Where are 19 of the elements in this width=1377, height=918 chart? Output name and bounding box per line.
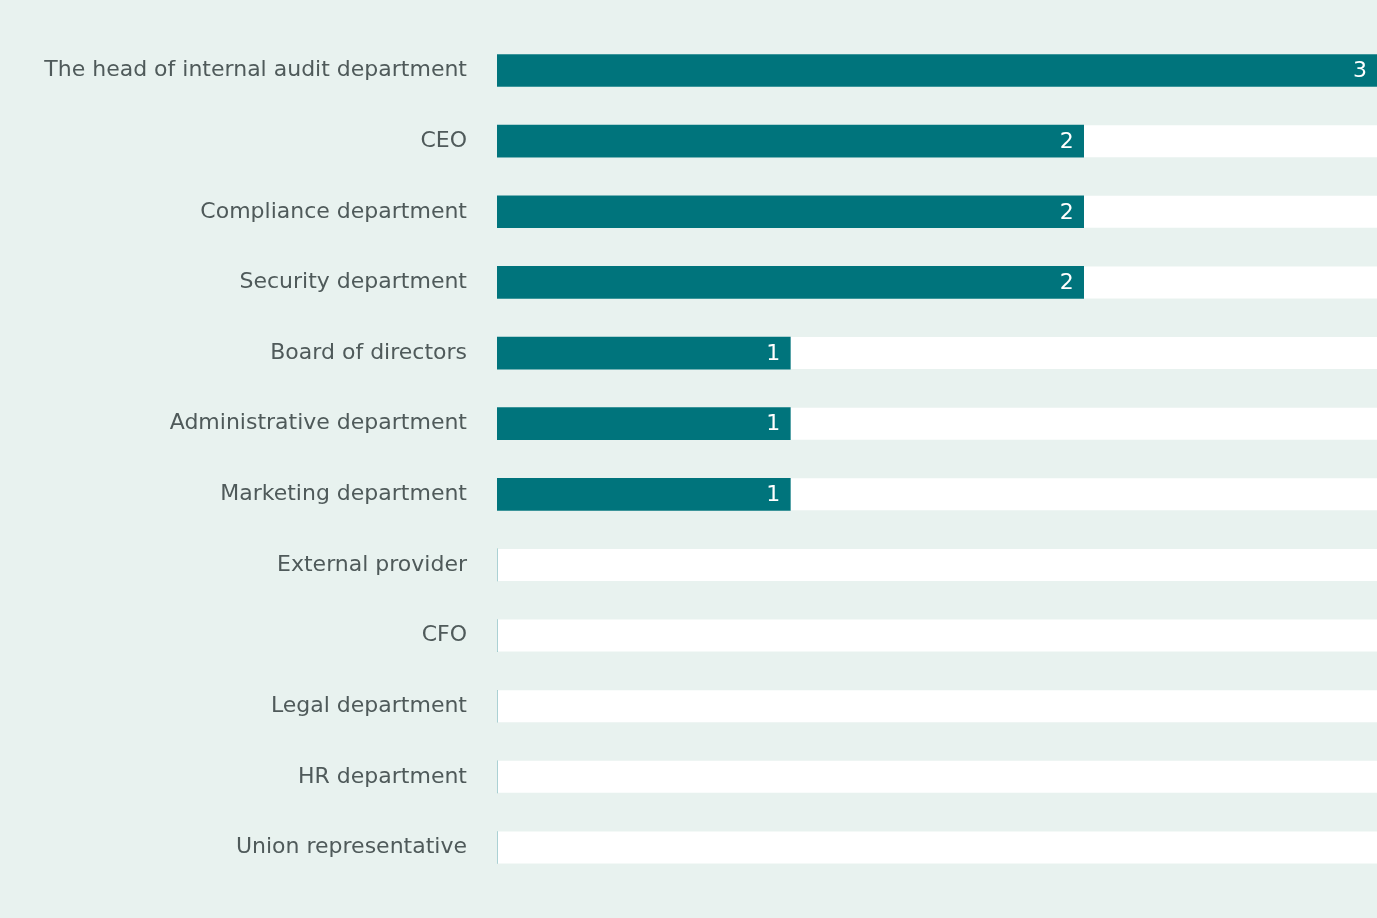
y-tick-label: Marketing department — [220, 480, 468, 506]
y-tick-label: The head of internal audit department — [43, 56, 468, 82]
data-label: 1 — [766, 481, 781, 507]
data-label: 2 — [1059, 269, 1074, 295]
y-tick-label: HR department — [298, 762, 468, 788]
data-label: 2 — [1059, 127, 1074, 153]
data-label: 1 — [766, 339, 781, 365]
y-tick-label: Union representative — [235, 833, 467, 859]
y-tick-label: CFO — [421, 621, 467, 647]
y-tick-label: CEO — [420, 126, 467, 152]
y-tick-label: Board of directors — [270, 338, 467, 364]
y-tick-label: Compliance department — [200, 197, 468, 223]
y-tick-label: Security department — [239, 268, 468, 294]
data-label: 3 — [1353, 57, 1367, 83]
y-tick-label: Administrative department — [169, 409, 468, 435]
y-tick-label: External provider — [277, 550, 468, 576]
data-label: 1 — [766, 410, 781, 436]
y-tick-label: Legal department — [270, 691, 468, 717]
data-label: 2 — [1059, 198, 1074, 224]
